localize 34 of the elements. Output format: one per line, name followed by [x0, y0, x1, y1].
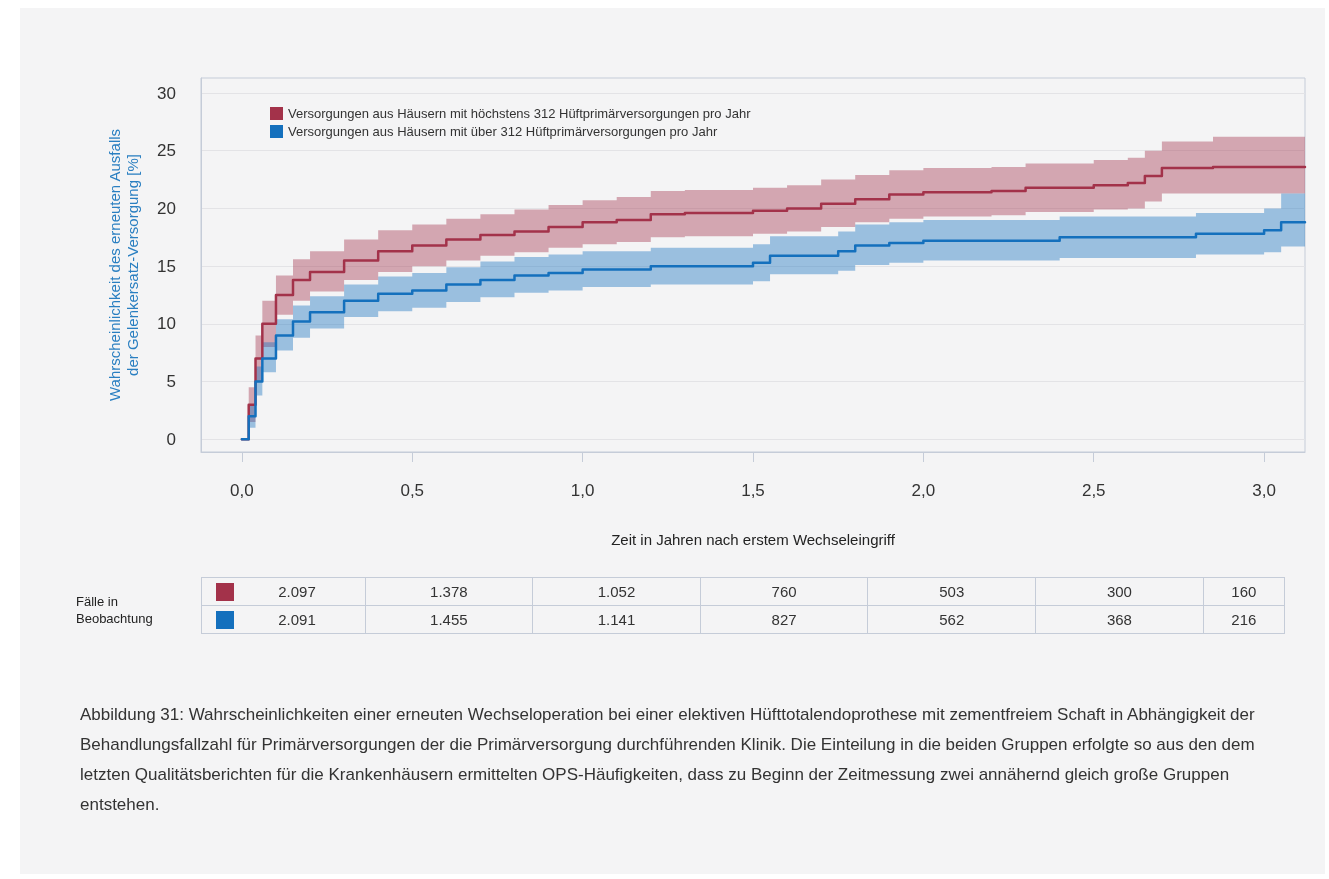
y-axis-title: Wahrscheinlichkeit des erneuten Ausfalls der Gelenkersatz-Versorgung [%]	[105, 128, 141, 402]
text: 216	[1203, 605, 1285, 634]
x-tick-label: 1,5	[741, 481, 765, 500]
text: 1.141	[532, 605, 701, 634]
text: 2.091	[277, 611, 317, 628]
y-tick-label: 5	[166, 372, 176, 392]
y-tick-label: 30	[157, 83, 176, 103]
text: 827	[700, 605, 868, 634]
x-tick-label: 0,0	[230, 481, 254, 500]
y-tick-label: 15	[157, 256, 176, 276]
text: Abbildung 31: Wahrscheinlichkeiten einer erneuten Wechseloperation bei einer elektiven Hüfttotalendoprothese mit zementfreiem Schaft in Abhängigkeit der Behandlungsfallzahl für Primärversorgungen der die Primärversorgung durchführenden Klinik. Die Einteilung in die beiden Gruppen erfolgte so aus den dem letzten Qualitätsberichten für die Krankenhäusern ermittelten OPS-Häufigkeiten, dass zu Beginn der Zeitmessung zwei annähernd gleich große Gruppen entstehen.	[80, 704, 1256, 816]
text: 503	[867, 577, 1036, 606]
x-tick-label: 1,0	[570, 481, 595, 500]
text: 562	[867, 605, 1036, 634]
x-tick-label: 2,0	[911, 481, 936, 500]
x-tick-label: 2,5	[1081, 481, 1106, 500]
y-tick-label: 10	[157, 314, 176, 334]
x-tick-label: 3,0	[1252, 481, 1276, 500]
y-tick-label: 20	[157, 198, 176, 218]
y-tick-label: 25	[157, 141, 176, 161]
x-axis-title: Zeit in Jahren nach erstem Wechseleingriff	[611, 531, 896, 548]
text: 2.097	[277, 583, 317, 600]
text: 1.052	[532, 577, 701, 606]
text: 300	[1035, 577, 1204, 606]
legend-label: Versorgungen aus Häusern mit über 312 Hüftprimärversorgungen pro Jahr	[288, 124, 718, 139]
text: 1.378	[365, 577, 533, 606]
text: 760	[700, 577, 868, 606]
text: Fälle in Beobachtung	[76, 593, 154, 627]
text: 160	[1203, 577, 1285, 606]
y-tick-label: 0	[166, 429, 176, 449]
text: 368	[1035, 605, 1204, 634]
legend-label: Versorgungen aus Häusern mit höchstens 312 Hüftprimärversorgungen pro Jahr	[288, 106, 752, 121]
text: 1.455	[365, 605, 533, 634]
x-tick-label: 0,5	[400, 481, 425, 500]
